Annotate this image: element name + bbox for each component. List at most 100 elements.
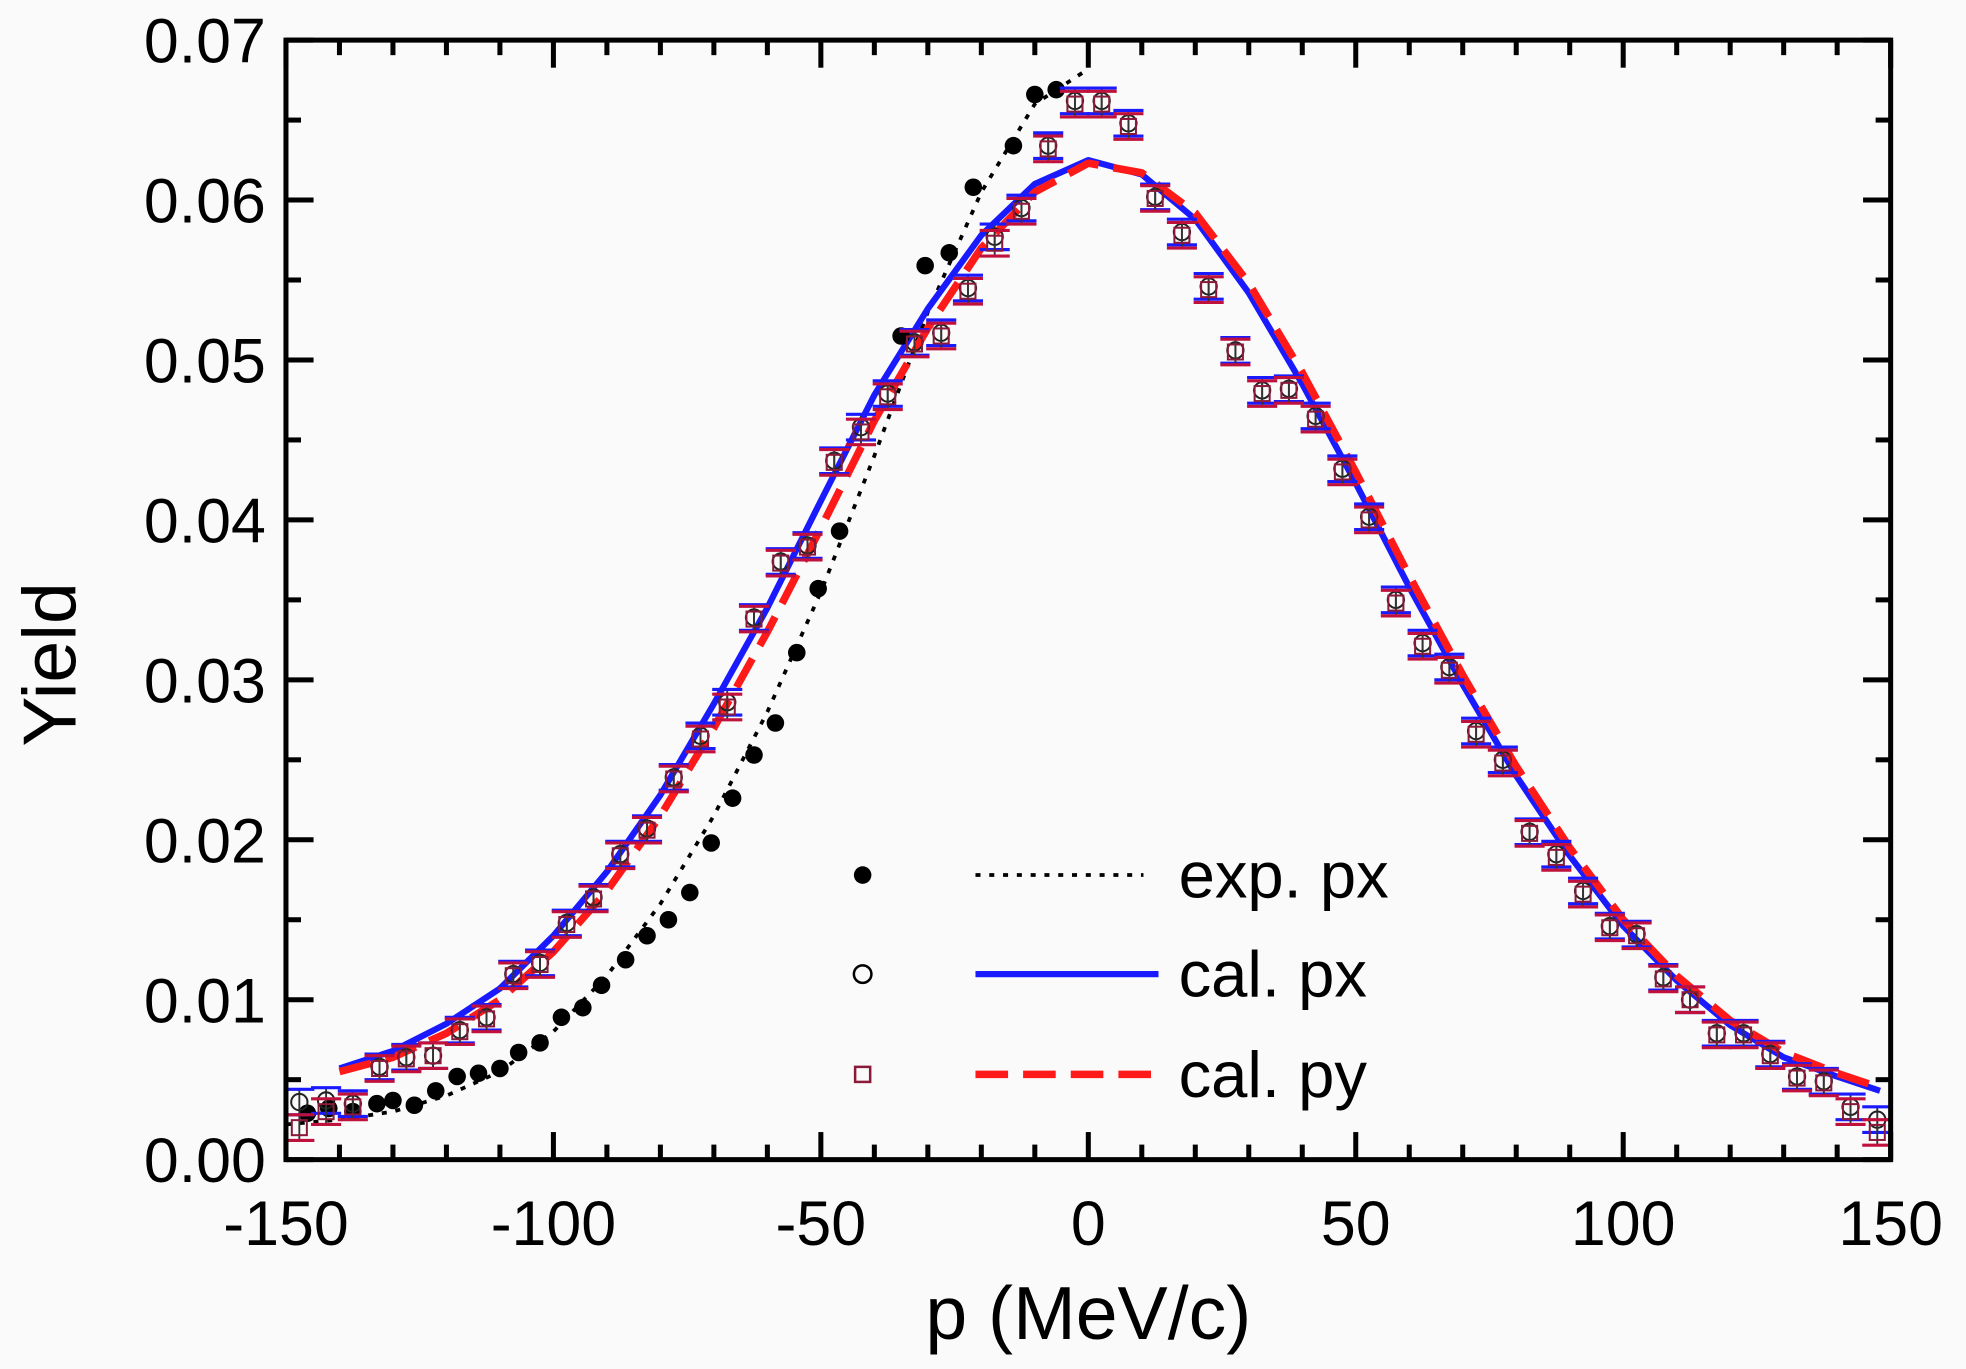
point-open-square <box>1628 927 1646 945</box>
point-exp-px <box>809 579 827 598</box>
point-exp-px <box>426 1082 445 1100</box>
point-exp-px <box>531 1034 549 1052</box>
point-open-square <box>1788 1069 1806 1087</box>
y-axis-title: Yield <box>7 582 91 746</box>
point-exp-px <box>916 256 934 275</box>
legend-marker-open-circle <box>852 964 873 985</box>
legend-marker-open-square <box>853 1065 872 1084</box>
point-open-square <box>611 847 629 865</box>
point-open-square <box>1601 919 1619 937</box>
point-open-square <box>558 916 576 934</box>
point-open-square <box>344 1098 362 1116</box>
point-open-square <box>1414 637 1432 655</box>
point-exp-px <box>1026 85 1044 104</box>
point-exp-px <box>659 910 678 929</box>
legend-label-exp-px: exp. px <box>1179 839 1389 912</box>
point-open-square <box>1494 754 1512 772</box>
point-open-square <box>1761 1047 1779 1065</box>
axis-ticks <box>283 37 1894 1163</box>
point-open-square <box>1681 991 1699 1009</box>
y-tick-label: 0.02 <box>144 806 266 876</box>
point-exp-px <box>384 1091 402 1110</box>
x-tick-label: -50 <box>776 1189 867 1259</box>
point-exp-px <box>368 1094 386 1113</box>
point-open-square <box>1708 1026 1726 1044</box>
point-open-square <box>825 453 843 471</box>
series-line-exp-px <box>285 67 1090 1127</box>
point-exp-px <box>509 1043 528 1062</box>
point-open-square <box>1654 970 1672 988</box>
point-exp-px <box>940 244 959 262</box>
data-markers <box>284 80 1893 1147</box>
point-open-square <box>745 610 763 628</box>
x-tick-labels: -150 -100 -50 0 50 100 150 <box>223 1189 1943 1259</box>
point-open-square <box>1467 725 1485 743</box>
point-open-square <box>1093 95 1111 113</box>
point-open-square <box>531 955 549 974</box>
point-open-square <box>772 554 790 572</box>
y-tick-label: 0.03 <box>144 646 266 716</box>
point-exp-px <box>830 522 849 540</box>
point-open-square <box>905 335 923 353</box>
point-open-square <box>1280 381 1298 399</box>
point-open-square <box>932 327 950 345</box>
x-tick-label: 50 <box>1321 1189 1391 1259</box>
point-open-square <box>1521 824 1539 842</box>
point-open-square <box>1574 885 1592 903</box>
point-exp-px <box>766 714 785 732</box>
point-open-square <box>986 234 1004 252</box>
point-open-square <box>1735 1026 1753 1044</box>
point-open-square <box>1119 117 1137 136</box>
point-open-square <box>1868 1123 1886 1141</box>
point-open-square <box>1387 594 1405 612</box>
x-tick-label: 0 <box>1071 1189 1106 1259</box>
point-exp-px <box>638 926 656 945</box>
point-open-square <box>397 1050 415 1068</box>
point-open-square <box>1012 202 1030 220</box>
point-open-square <box>665 770 683 788</box>
legend-label-cal-px: cal. px <box>1179 938 1367 1011</box>
point-open-square <box>1039 140 1057 158</box>
point-open-square <box>451 1023 469 1041</box>
legend-label-cal-py: cal. py <box>1179 1038 1368 1111</box>
point-open-square <box>1842 1103 1860 1121</box>
point-open-square <box>1440 661 1458 679</box>
x-tick-label: -100 <box>491 1189 616 1259</box>
point-open-circle <box>290 1092 309 1112</box>
point-exp-px <box>788 643 806 662</box>
point-exp-px <box>592 976 611 995</box>
point-open-square <box>1200 281 1218 299</box>
point-exp-px <box>469 1064 488 1083</box>
point-exp-px <box>574 998 592 1017</box>
point-open-square <box>1226 343 1244 361</box>
point-exp-px <box>616 950 635 969</box>
legend: exp. px cal. px cal. py <box>852 839 1389 1111</box>
y-tick-label: 0.00 <box>144 1126 266 1196</box>
point-open-square <box>290 1119 308 1137</box>
y-tick-label: 0.06 <box>144 167 266 237</box>
point-open-square <box>424 1047 442 1065</box>
x-tick-label: 100 <box>1571 1189 1676 1259</box>
point-exp-px <box>745 746 763 764</box>
point-exp-px <box>491 1059 509 1078</box>
point-open-square <box>691 730 710 748</box>
point-exp-px <box>681 883 699 902</box>
point-open-square <box>1307 410 1325 428</box>
point-open-square <box>1146 189 1164 207</box>
y-tick-label: 0.01 <box>144 966 266 1036</box>
point-open-square <box>504 967 522 985</box>
y-tick-labels: 0.00 0.01 0.02 0.03 0.04 0.05 0.06 0.07 <box>144 7 266 1197</box>
point-open-square <box>1547 848 1565 866</box>
point-open-square <box>1173 226 1191 244</box>
y-tick-label: 0.07 <box>144 7 266 77</box>
point-open-square <box>959 282 977 300</box>
point-exp-px <box>552 1008 571 1027</box>
point-open-square <box>638 821 656 839</box>
point-open-square <box>1333 463 1351 481</box>
point-open-square <box>1815 1074 1833 1092</box>
point-open-square <box>852 423 870 441</box>
point-exp-px <box>723 789 742 807</box>
point-exp-px <box>1047 80 1065 99</box>
x-tick-label: -150 <box>223 1189 348 1259</box>
